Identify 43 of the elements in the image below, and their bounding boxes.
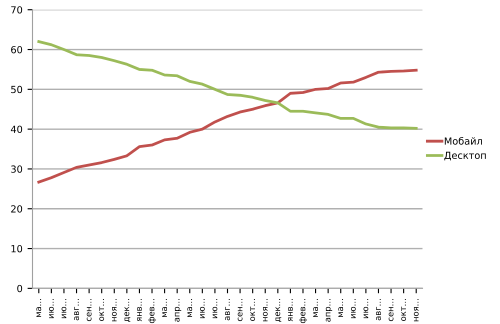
x-tick-label: янв… (137, 299, 142, 322)
x-tick-label: ию… (200, 299, 205, 318)
x-tick-label: апр… (326, 299, 332, 322)
x-tick-label: ию… (62, 299, 66, 318)
x-tick-label: фев… (148, 299, 156, 324)
x-tick-label: ноя… (112, 299, 117, 322)
x-tick-label: авг… (376, 299, 381, 320)
y-tick-label: 60 (11, 46, 22, 54)
y-tick-label: 40 (10, 126, 22, 133)
y-tick-label: 70 (11, 6, 22, 14)
x-tick-label: ию… (364, 299, 368, 318)
y-tick-label: 30 (11, 165, 22, 173)
x-tick-label: сен… (238, 299, 242, 322)
line-series (37, 68, 418, 184)
x-tick-label: дек… (275, 299, 282, 322)
line-series (37, 40, 418, 130)
x-tick-label: окт… (99, 299, 104, 321)
x-tick-label: ию… (212, 299, 218, 318)
x-tick-label: авг… (74, 299, 79, 320)
x-tick-label: ма… (313, 299, 318, 318)
y-tick-label: 20 (11, 205, 22, 213)
x-tick-label: ию… (49, 299, 54, 318)
legend-label: Десктоп (444, 152, 486, 160)
x-tick-label: окт… (401, 299, 406, 321)
x-tick-label: фев… (299, 299, 308, 324)
x-tick-label: ма… (338, 299, 344, 318)
x-tick-label: ма… (162, 299, 168, 318)
x-tick-label: ма… (36, 299, 42, 318)
x-tick-label: сен… (388, 299, 394, 322)
x-tick-label: ма… (187, 299, 192, 318)
x-tick-label: янв… (288, 299, 293, 322)
y-tick-label: 0 (17, 284, 22, 292)
y-tick-label: 10 (11, 245, 22, 252)
x-tick-label: апр… (174, 299, 182, 322)
x-tick-label: ию… (350, 299, 356, 318)
x-tick-label: ноя… (414, 299, 419, 322)
legend-label: Мобайл (444, 137, 482, 145)
x-tick-label: дек… (124, 299, 130, 322)
x-tick-label: ноя… (262, 299, 268, 322)
y-tick-label: 50 (11, 86, 22, 94)
x-tick-label: окт… (250, 299, 256, 321)
x-tick-label: сен… (86, 299, 92, 322)
x-tick-label: авг… (225, 299, 230, 320)
